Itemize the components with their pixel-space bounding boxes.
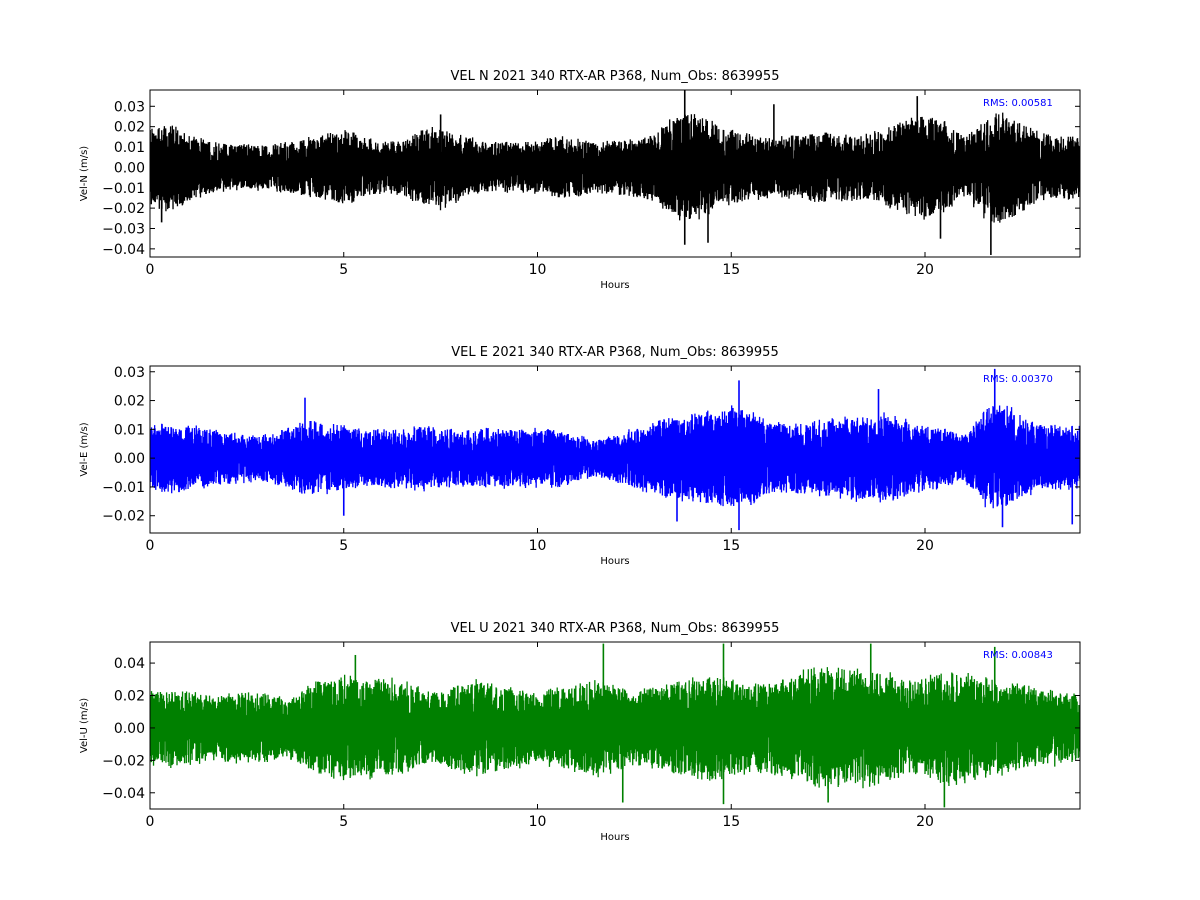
vel-e-rms-annotation: RMS: 0.00370 <box>983 374 1053 385</box>
vel-n-y-tick-label: 0.01 <box>114 140 145 156</box>
vel-n-y-tick-label: −0.03 <box>102 221 145 237</box>
vel-u-y-tick-label: 0.02 <box>114 689 145 705</box>
vel-n-y-tick-label: −0.02 <box>102 201 145 217</box>
vel-e-y-axis-label: Vel-E (m/s) <box>79 422 90 476</box>
vel-u-x-tick-label: 5 <box>339 814 348 830</box>
vel-n-panel: VEL N 2021 340 RTX-AR P368, Num_Obs: 863… <box>79 69 1081 291</box>
vel-n-y-tick-label: 0.03 <box>114 99 145 115</box>
vel-e-spikes <box>304 368 1074 531</box>
vel-u-trace <box>150 667 1080 789</box>
vel-e-trace <box>150 405 1080 509</box>
vel-e-x-ticks: 0 5 10 15 20 <box>146 366 934 554</box>
vel-n-x-tick-label: 10 <box>529 262 547 278</box>
vel-u-rms-annotation: RMS: 0.00843 <box>983 650 1053 661</box>
vel-u-axes-frame <box>149 641 1081 810</box>
vel-n-x-tick-label: 0 <box>146 262 155 278</box>
vel-n-x-tick-label: 5 <box>339 262 348 278</box>
vel-u-panel: VEL U 2021 340 RTX-AR P368, Num_Obs: 863… <box>79 621 1081 843</box>
vel-e-y-tick-label: 0.01 <box>114 422 145 438</box>
vel-u-title: VEL U 2021 340 RTX-AR P368, Num_Obs: 863… <box>451 621 780 636</box>
vel-n-axes-frame <box>149 89 1081 258</box>
vel-e-y-ticks: −0.02 −0.01 0.00 0.01 0.02 0.03 <box>102 365 1080 525</box>
vel-e-panel: VEL E 2021 340 RTX-AR P368, Num_Obs: 863… <box>79 345 1081 567</box>
vel-e-y-tick-label: −0.02 <box>102 509 145 525</box>
vel-e-y-tick-label: −0.01 <box>102 480 145 496</box>
vel-n-y-tick-label: −0.01 <box>102 181 145 197</box>
vel-e-x-tick-label: 0 <box>146 538 155 554</box>
vel-n-rms-annotation: RMS: 0.00581 <box>983 98 1053 109</box>
vel-e-y-tick-label: 0.00 <box>114 451 145 467</box>
vel-u-y-tick-label: 0.04 <box>114 656 145 672</box>
vel-e-title: VEL E 2021 340 RTX-AR P368, Num_Obs: 863… <box>451 345 778 360</box>
vel-n-x-axis-label: Hours <box>600 280 629 291</box>
vel-e-x-tick-label: 20 <box>916 538 934 554</box>
vel-e-x-tick-label: 15 <box>722 538 740 554</box>
vel-u-y-tick-label: −0.02 <box>102 753 145 769</box>
vel-e-y-tick-label: 0.03 <box>114 365 145 381</box>
vel-n-y-ticks: −0.04 −0.03 −0.02 −0.01 0.00 0.01 0.02 0.03 <box>102 99 1080 258</box>
vel-u-y-axis-label: Vel-U (m/s) <box>79 698 90 753</box>
vel-e-axes-frame <box>149 365 1081 534</box>
vel-e-y-tick-label: 0.02 <box>114 394 145 410</box>
vel-n-x-tick-label: 15 <box>722 262 740 278</box>
vel-n-y-tick-label: 0.00 <box>114 160 145 176</box>
vel-n-y-axis-label: Vel-N (m/s) <box>79 146 90 201</box>
vel-u-x-ticks: 0 5 10 15 20 <box>146 642 934 830</box>
vel-e-x-axis-label: Hours <box>600 556 629 567</box>
vel-n-x-tick-label: 20 <box>916 262 934 278</box>
vel-n-y-tick-label: 0.02 <box>114 120 145 136</box>
vel-n-spikes <box>160 90 992 255</box>
vel-u-x-tick-label: 20 <box>916 814 934 830</box>
vel-u-x-tick-label: 15 <box>722 814 740 830</box>
vel-u-x-tick-label: 10 <box>529 814 547 830</box>
vel-e-x-tick-label: 10 <box>529 538 547 554</box>
vel-u-x-tick-label: 0 <box>146 814 155 830</box>
vel-u-x-axis-label: Hours <box>600 832 629 843</box>
vel-u-y-tick-label: −0.04 <box>102 786 145 802</box>
vel-e-x-tick-label: 5 <box>339 538 348 554</box>
vel-n-y-tick-label: −0.04 <box>102 242 145 258</box>
vel-n-title: VEL N 2021 340 RTX-AR P368, Num_Obs: 863… <box>451 69 780 84</box>
vel-u-spikes <box>354 643 996 808</box>
vel-n-x-ticks: 0 5 10 15 20 <box>146 90 934 278</box>
vel-n-trace <box>150 112 1080 223</box>
vel-u-y-tick-label: 0.00 <box>114 721 145 737</box>
vel-u-y-ticks: −0.04 −0.02 0.00 0.02 0.04 <box>102 656 1080 802</box>
